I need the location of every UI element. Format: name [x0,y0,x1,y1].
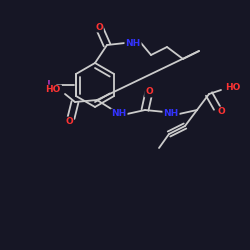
Text: NH: NH [126,38,140,48]
Text: O: O [217,108,225,116]
Text: HO: HO [225,84,240,92]
Text: NH: NH [164,110,178,118]
Text: O: O [95,22,103,32]
Text: HO: HO [46,86,61,94]
Text: I: I [47,80,51,90]
Text: O: O [65,118,73,126]
Text: O: O [145,88,153,96]
Text: NH: NH [112,110,127,118]
